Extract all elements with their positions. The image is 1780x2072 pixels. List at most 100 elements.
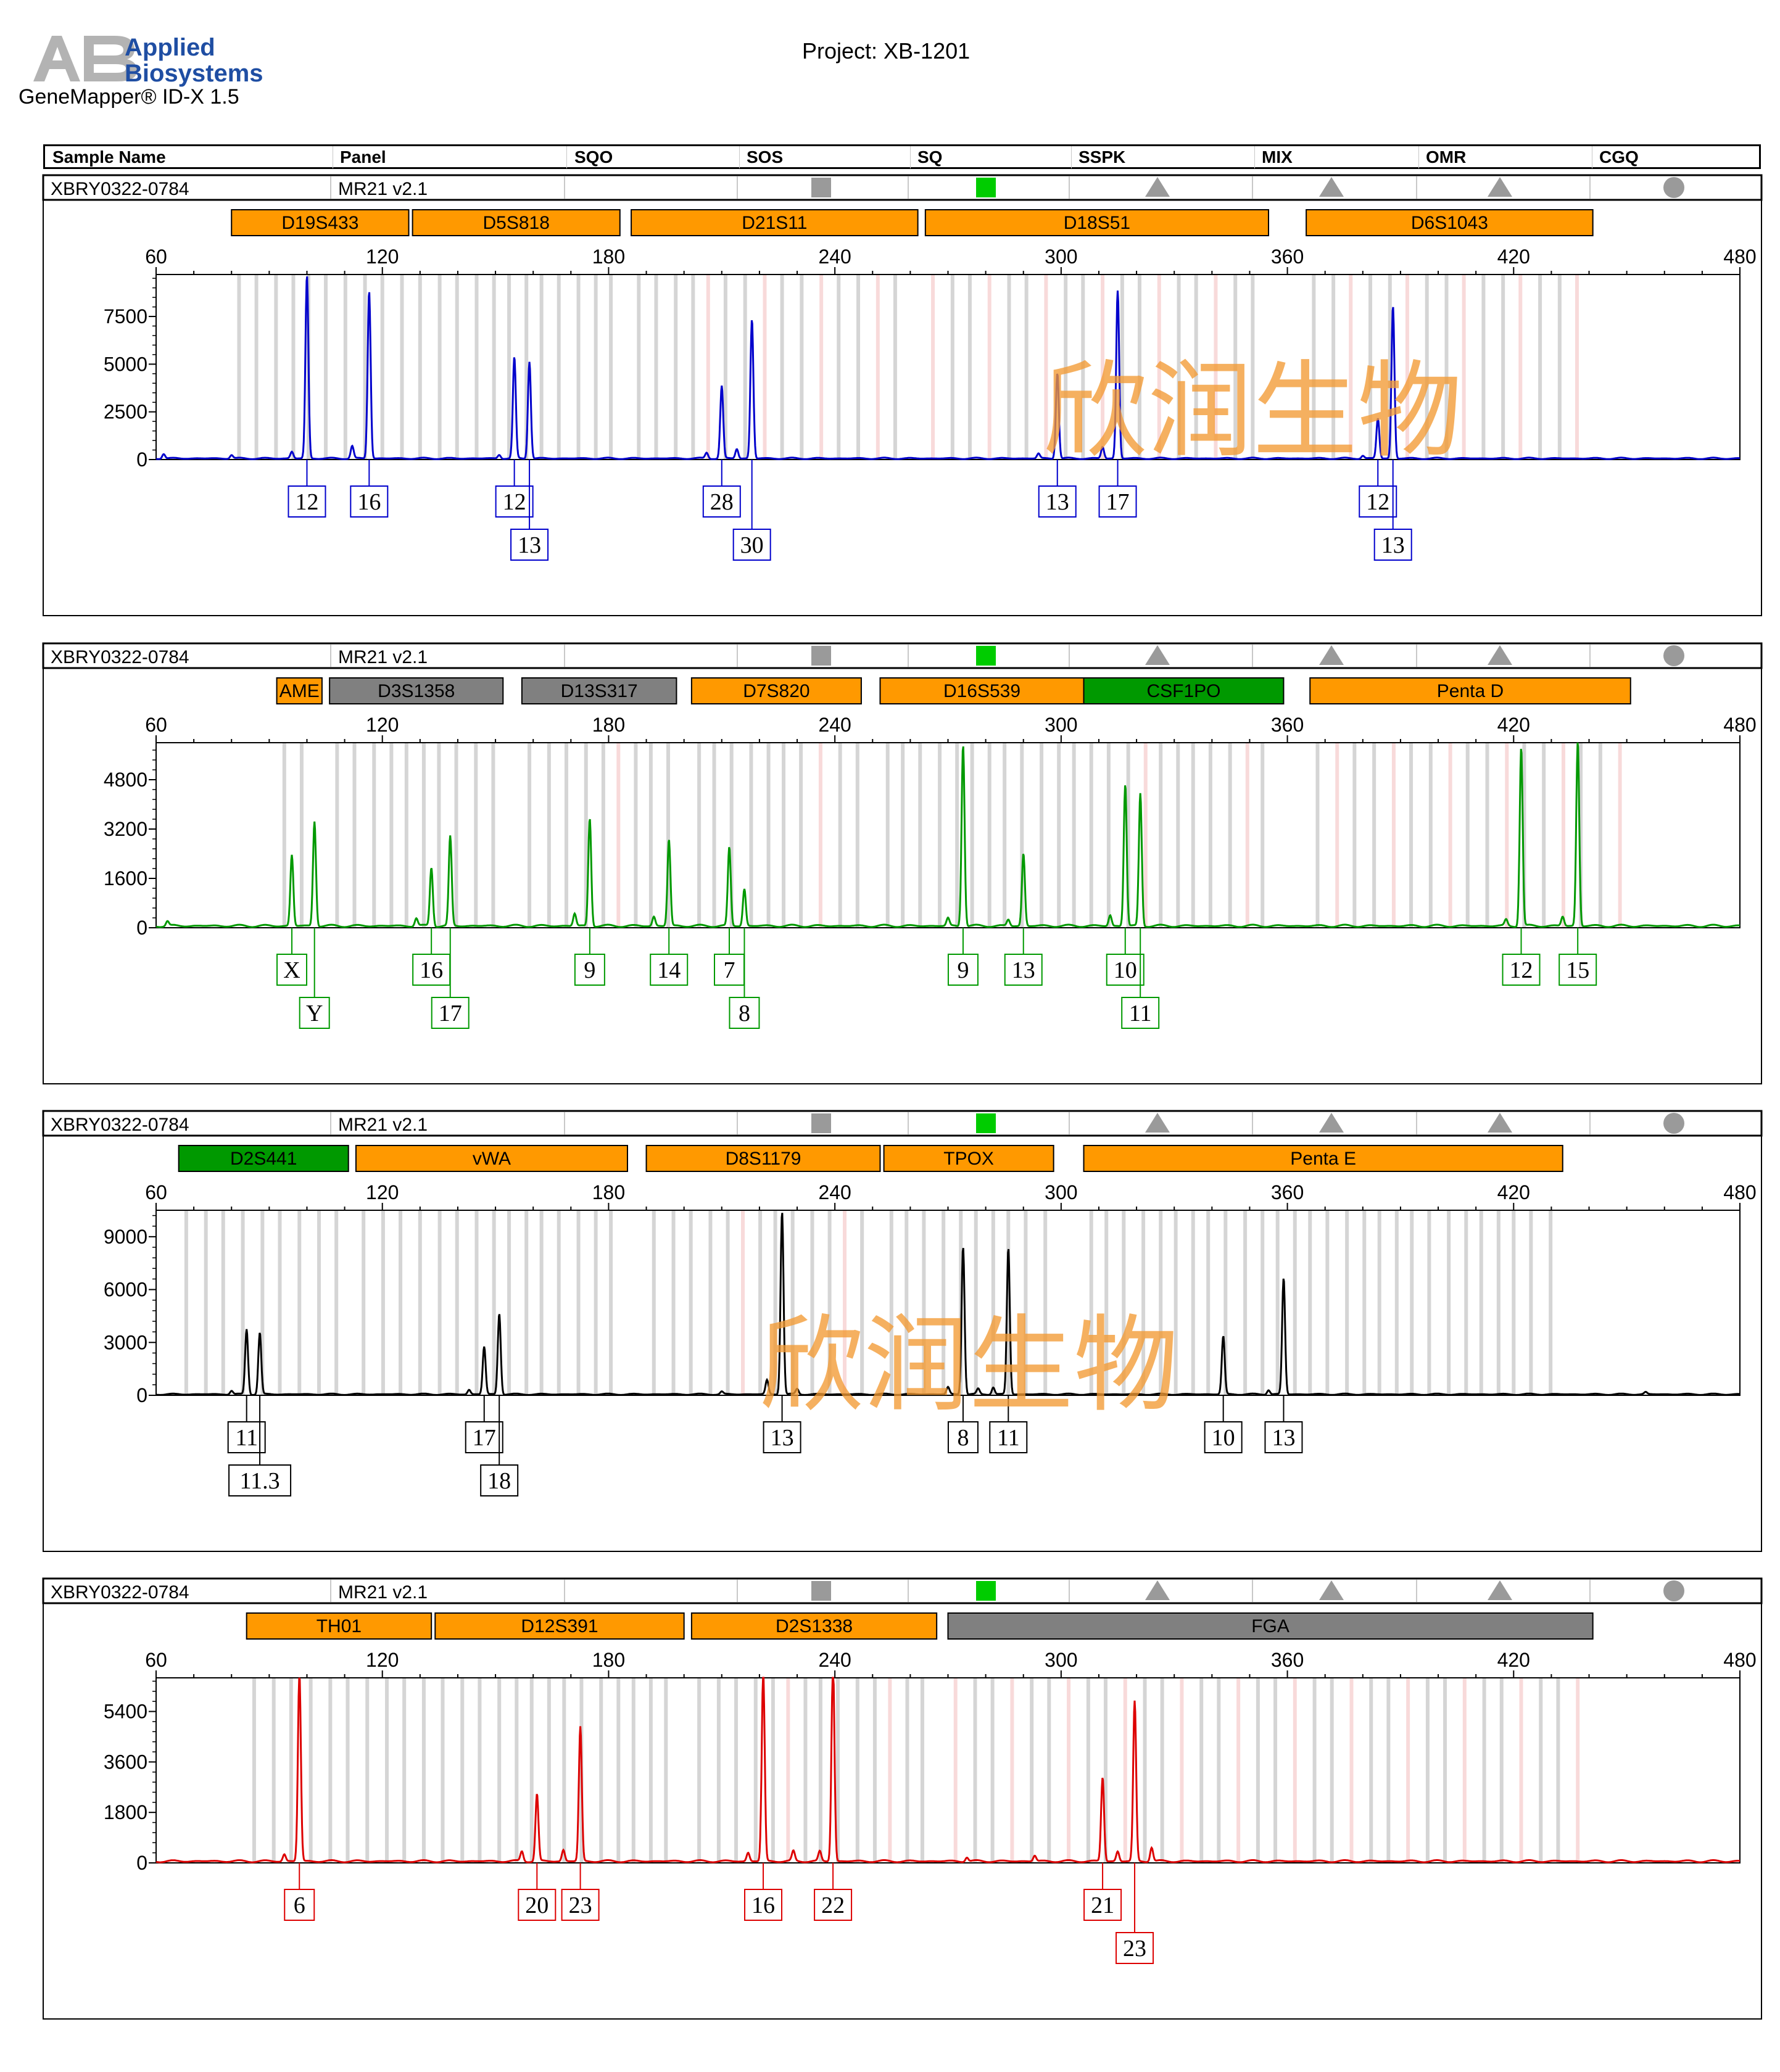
locus-bar-d21s11: [631, 209, 919, 236]
allele-bin: [529, 1678, 534, 1863]
allele-box: [1559, 954, 1597, 986]
flag-sspk-icon: [1145, 1580, 1170, 1600]
allele-bin: [1465, 743, 1470, 928]
allele-bin: [1126, 743, 1130, 928]
x-tick-label: 60: [145, 1649, 167, 1671]
allele-bin: [950, 274, 954, 460]
x-tick-label: 480: [1723, 1649, 1756, 1671]
col-sq[interactable]: SQ: [917, 147, 943, 167]
allele-label: 16: [357, 489, 381, 515]
allele-bin: [970, 743, 974, 928]
allele-bin: [938, 743, 942, 928]
allele-box: [814, 1889, 853, 1921]
allele-bin: [507, 274, 511, 460]
allele-bin: [1369, 1678, 1373, 1863]
allele-bin: [491, 743, 495, 928]
x-tick-label: 180: [592, 1649, 625, 1671]
allele-bin: [1006, 1210, 1011, 1395]
allele-bin: [324, 274, 328, 460]
locus-label: D21S11: [742, 213, 807, 233]
allele-bin: [786, 1678, 790, 1863]
col-sspk[interactable]: SSPK: [1078, 147, 1126, 167]
x-tick-label: 480: [1723, 1181, 1756, 1203]
allele-box: [744, 1889, 783, 1921]
trace-line: [155, 742, 1741, 928]
y-tick-label: 0: [136, 1852, 147, 1874]
allele-bin: [766, 743, 771, 928]
allele-box: [650, 954, 689, 986]
col-sample-name[interactable]: Sample Name: [52, 147, 166, 167]
allele-bin: [492, 1210, 496, 1395]
allele-bin: [1260, 1210, 1265, 1395]
applied-biosystems-logo: Applied Biosystems: [31, 32, 290, 91]
y-tick-label: 0: [136, 1384, 147, 1406]
allele-bin: [1020, 743, 1024, 928]
locus-bar-csf1po: [1083, 677, 1285, 704]
locus-bar-d7s820: [690, 677, 862, 704]
allele-bin: [637, 274, 641, 460]
allele-box: [1083, 1889, 1122, 1921]
flag-sq-icon: [976, 178, 996, 197]
col-sqo[interactable]: SQO: [574, 147, 613, 167]
allele-label: 8: [739, 1001, 750, 1026]
allele-bin: [1335, 743, 1339, 928]
allele-bin: [515, 1678, 519, 1863]
allele-bin: [1024, 274, 1029, 460]
locus-bar-d2s1338: [690, 1612, 938, 1640]
allele-bin: [1030, 1678, 1034, 1863]
allele-bin: [1293, 1678, 1297, 1863]
allele-label: 12: [295, 489, 318, 515]
flag-sq-icon: [976, 1581, 996, 1601]
allele-box: [1106, 954, 1145, 986]
x-tick-label: 420: [1497, 1181, 1530, 1203]
allele-bin: [1444, 274, 1449, 460]
y-tick-label: 2500: [104, 401, 147, 423]
allele-bin: [346, 1678, 350, 1863]
allele-bin: [876, 274, 880, 460]
allele-bin: [741, 1210, 745, 1395]
allele-bin: [706, 274, 710, 460]
allele-box: [947, 1421, 979, 1453]
allele-bin: [1330, 1678, 1334, 1863]
col-cgq[interactable]: CGQ: [1599, 147, 1639, 167]
allele-bin: [399, 1210, 403, 1395]
dye-panel-green: XBRY0322-0784 MR21 v2.1 AME D3S1358 D13S317 D…: [42, 642, 1763, 1084]
allele-bin: [474, 1210, 479, 1395]
x-tick-label: 300: [1045, 1181, 1077, 1203]
x-tick-label: 360: [1271, 1181, 1304, 1203]
allele-label: 13: [1381, 532, 1405, 558]
allele-bin: [1024, 1210, 1028, 1395]
allele-box: [480, 1464, 519, 1496]
allele-bin: [729, 743, 734, 928]
allele-bin: [819, 274, 824, 460]
allele-label: 23: [1123, 1936, 1146, 1962]
locus-bar-th01: [246, 1612, 433, 1640]
allele-bin: [920, 1678, 924, 1863]
x-tick-label: 420: [1497, 246, 1530, 268]
flag-cgq-icon: [1663, 1113, 1684, 1134]
allele-label: Y: [306, 1001, 323, 1026]
locus-label: D6S1043: [1411, 213, 1488, 233]
allele-box: [227, 1421, 266, 1453]
x-tick-label: 480: [1723, 246, 1756, 268]
allele-bin: [1427, 1210, 1431, 1395]
allele-bin: [352, 743, 357, 928]
col-mix[interactable]: MIX: [1262, 147, 1293, 167]
allele-bin: [800, 274, 804, 460]
allele-bin: [1308, 1210, 1312, 1395]
x-tick-label: 120: [366, 1181, 399, 1203]
allele-bin: [616, 1678, 621, 1863]
locus-label: TH01: [317, 1616, 362, 1637]
col-sos[interactable]: SOS: [747, 147, 784, 167]
col-omr[interactable]: OMR: [1426, 147, 1467, 167]
allele-bin: [1499, 1678, 1504, 1863]
allele-bin: [942, 1210, 946, 1395]
allele-bin: [380, 274, 384, 460]
allele-bin: [1236, 1678, 1241, 1863]
allele-bin: [1312, 274, 1316, 460]
watermark: 欣润生物: [1043, 350, 1462, 473]
allele-bin: [674, 274, 678, 460]
allele-bin: [631, 1678, 635, 1863]
col-panel[interactable]: Panel: [340, 147, 386, 167]
allele-bin: [343, 274, 347, 460]
